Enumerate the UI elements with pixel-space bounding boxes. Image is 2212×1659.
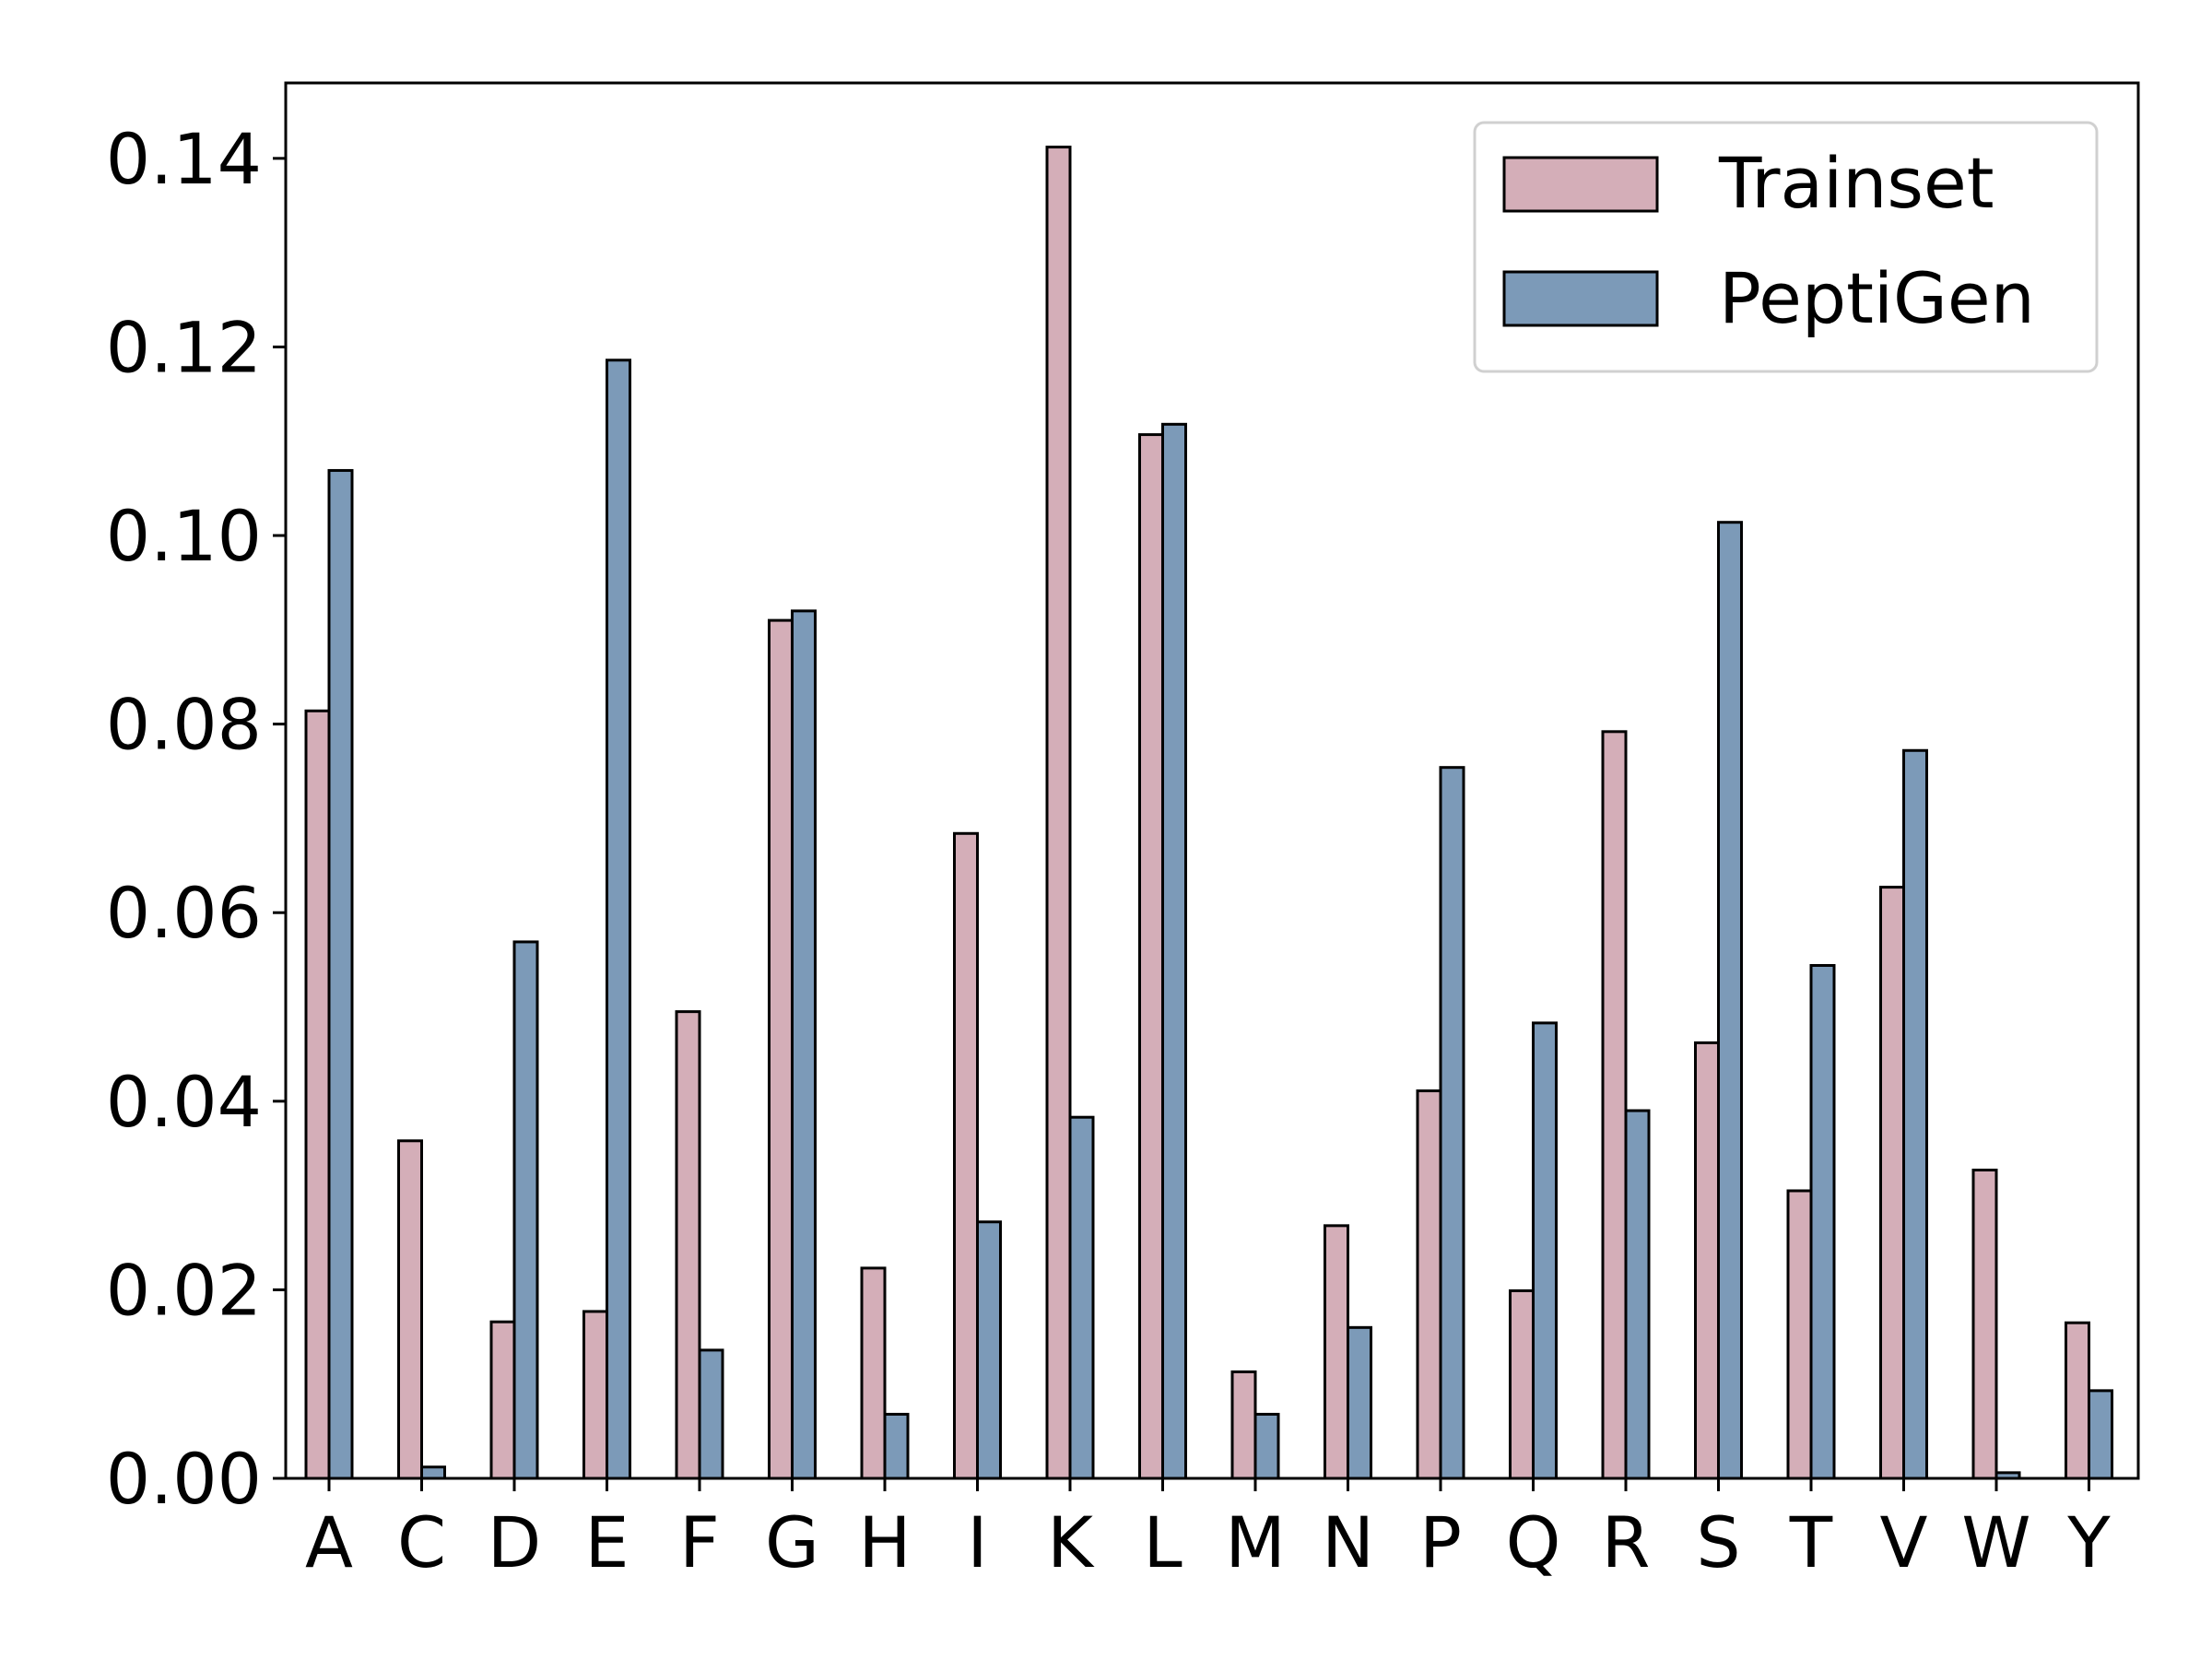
bar-trainset-F <box>675 1010 701 1480</box>
x-tick-label-F: F <box>679 1501 720 1583</box>
legend-swatch-peptigen <box>1502 270 1659 327</box>
legend-label-peptigen: PeptiGen <box>1719 257 2035 339</box>
legend-swatch-trainset <box>1502 156 1659 213</box>
x-tick-label-C: C <box>397 1501 446 1583</box>
y-tick-label: 0.14 <box>106 118 262 200</box>
y-tick-label: 0.04 <box>106 1061 262 1143</box>
bar-trainset-M <box>1230 1370 1257 1480</box>
x-tick-label-W: W <box>1961 1501 2030 1583</box>
x-tick-label-G: G <box>765 1501 819 1583</box>
legend-label-trainset: Trainset <box>1718 142 1994 224</box>
x-tick-label-R: R <box>1602 1501 1651 1583</box>
bar-trainset-R <box>1601 730 1628 1480</box>
bar-peptigen-G <box>791 609 817 1480</box>
bar-trainset-D <box>489 1320 516 1480</box>
bar-trainset-I <box>953 831 979 1480</box>
bar-peptigen-Q <box>1532 1021 1558 1480</box>
y-tick-label: 0.10 <box>106 495 262 577</box>
bar-peptigen-M <box>1253 1412 1280 1480</box>
bar-peptigen-D <box>512 940 539 1480</box>
y-tick-label: 0.00 <box>106 1438 262 1520</box>
bars-group <box>304 146 2113 1480</box>
x-tick-label-L: L <box>1143 1501 1182 1583</box>
bar-trainset-K <box>1045 146 1072 1480</box>
bar-peptigen-C <box>420 1465 446 1480</box>
x-tick-label-K: K <box>1047 1501 1095 1583</box>
bar-peptigen-A <box>327 468 354 1480</box>
y-tick-label: 0.06 <box>106 872 262 954</box>
bar-trainset-A <box>304 709 331 1480</box>
bar-trainset-Q <box>1509 1288 1535 1480</box>
bar-peptigen-E <box>606 359 631 1480</box>
bar-trainset-Y <box>2065 1321 2090 1480</box>
bar-peptigen-I <box>976 1220 1002 1480</box>
bar-peptigen-T <box>1809 964 1836 1480</box>
x-tick-label-H: H <box>858 1501 911 1583</box>
bar-peptigen-Y <box>2088 1389 2113 1480</box>
x-tick-label-D: D <box>488 1501 542 1583</box>
bar-trainset-L <box>1138 433 1164 1480</box>
x-tick-label-T: T <box>1789 1501 1833 1583</box>
bar-trainset-P <box>1416 1089 1442 1480</box>
bar-peptigen-V <box>1902 748 1928 1480</box>
x-tick-label-Q: Q <box>1506 1501 1561 1583</box>
y-tick-label: 0.02 <box>106 1249 262 1331</box>
bar-peptigen-F <box>698 1348 724 1480</box>
bar-trainset-H <box>860 1266 887 1480</box>
bar-peptigen-R <box>1624 1109 1651 1480</box>
bar-peptigen-N <box>1347 1325 1372 1480</box>
bar-trainset-W <box>1971 1168 1998 1480</box>
legend: Trainset PeptiGen <box>1473 121 2099 373</box>
bar-peptigen-P <box>1439 766 1465 1480</box>
bar-trainset-S <box>1694 1041 1720 1480</box>
y-tick-label: 0.12 <box>106 306 262 388</box>
plot-frame <box>284 81 2140 1480</box>
y-tick-label: 0.08 <box>106 684 262 766</box>
bar-trainset-T <box>1786 1189 1813 1480</box>
bar-trainset-G <box>768 618 794 1480</box>
x-tick-label-S: S <box>1696 1501 1740 1583</box>
bar-peptigen-K <box>1068 1115 1095 1480</box>
x-tick-label-E: E <box>584 1501 629 1583</box>
bar-peptigen-L <box>1161 422 1187 1480</box>
x-tick-label-N: N <box>1322 1501 1374 1583</box>
bar-trainset-N <box>1324 1224 1349 1480</box>
bar-peptigen-H <box>883 1412 910 1480</box>
x-tick-label-V: V <box>1880 1501 1928 1583</box>
x-tick-label-M: M <box>1225 1501 1286 1583</box>
bar-trainset-C <box>397 1139 423 1480</box>
bar-trainset-E <box>582 1310 608 1480</box>
x-tick-label-I: I <box>967 1501 987 1583</box>
x-tick-label-A: A <box>305 1501 353 1583</box>
bar-trainset-V <box>1879 886 1905 1480</box>
bar-peptigen-S <box>1717 521 1743 1480</box>
x-tick-label-Y: Y <box>2066 1501 2111 1583</box>
x-tick-label-P: P <box>1419 1501 1462 1583</box>
y-axis: 0.00 0.02 0.04 0.06 0.08 0.10 0.12 0.14 <box>106 118 286 1520</box>
